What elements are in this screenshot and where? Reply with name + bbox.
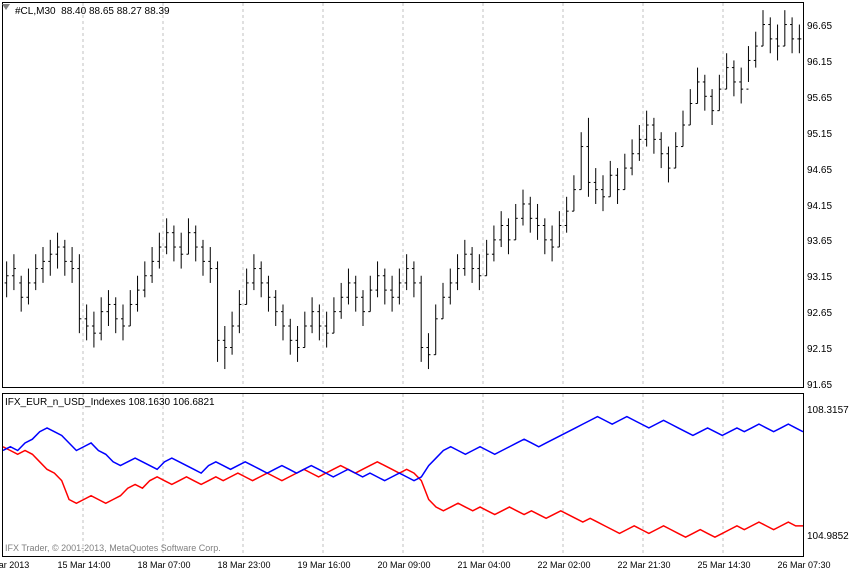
y-tick-label: 94.15	[807, 201, 832, 212]
copyright-text: IFX Trader, © 2001-2013, MetaQuotes Soft…	[5, 543, 221, 553]
x-tick-label: 18 Mar 07:00	[137, 560, 190, 570]
x-tick-label: 19 Mar 16:00	[297, 560, 350, 570]
chart-menu-dropdown-icon[interactable]	[2, 3, 10, 11]
chart-title: #CL,M30 88.40 88.65 88.27 88.39	[15, 6, 170, 17]
x-tick-label: 15 Mar 14:00	[57, 560, 110, 570]
x-tick-label: 22 Mar 21:30	[617, 560, 670, 570]
y-tick-label: 93.15	[807, 272, 832, 283]
y-tick-label: 91.65	[807, 380, 832, 391]
indicator-y-axis: 104.9852 108.3157	[805, 393, 852, 557]
y-tick-label: 94.65	[807, 165, 832, 176]
x-tick-label: 22 Mar 02:00	[537, 560, 590, 570]
y-tick-label: 92.65	[807, 308, 832, 319]
x-tick-label: 21 Mar 04:00	[457, 560, 510, 570]
y-tick-label: 93.65	[807, 236, 832, 247]
x-tick-label: 25 Mar 14:30	[697, 560, 750, 570]
x-tick-label: 26 Mar 07:30	[777, 560, 830, 570]
y-tick-label: 95.65	[807, 93, 832, 104]
y-tick-label: 95.15	[807, 129, 832, 140]
x-axis: 14 Mar 2013 15 Mar 14:00 18 Mar 07:00 18 Ma…	[2, 558, 852, 582]
x-tick-label: 18 Mar 23:00	[217, 560, 270, 570]
y-tick-label: 104.9852	[807, 531, 849, 542]
chart-container: #CL,M30 88.40 88.65 88.27 88.39 91.65 92.…	[0, 0, 854, 583]
x-tick-label: 14 Mar 2013	[0, 560, 29, 570]
y-tick-label: 92.15	[807, 344, 832, 355]
main-y-axis: 91.65 92.15 92.65 93.15 93.65 94.15 94.65 95.15…	[805, 2, 852, 388]
y-tick-label: 108.3157	[807, 405, 849, 416]
indicator-chart-svg	[3, 394, 803, 556]
main-chart-svg	[3, 3, 803, 387]
x-tick-label: 20 Mar 09:00	[377, 560, 430, 570]
indicator-chart[interactable]: IFX_EUR_n_USD_Indexes 108.1630 106.6821 …	[2, 393, 804, 557]
indicator-title: IFX_EUR_n_USD_Indexes 108.1630 106.6821	[5, 397, 215, 408]
y-tick-label: 96.15	[807, 57, 832, 68]
main-price-chart[interactable]: #CL,M30 88.40 88.65 88.27 88.39	[2, 2, 804, 388]
y-tick-label: 96.65	[807, 21, 832, 32]
